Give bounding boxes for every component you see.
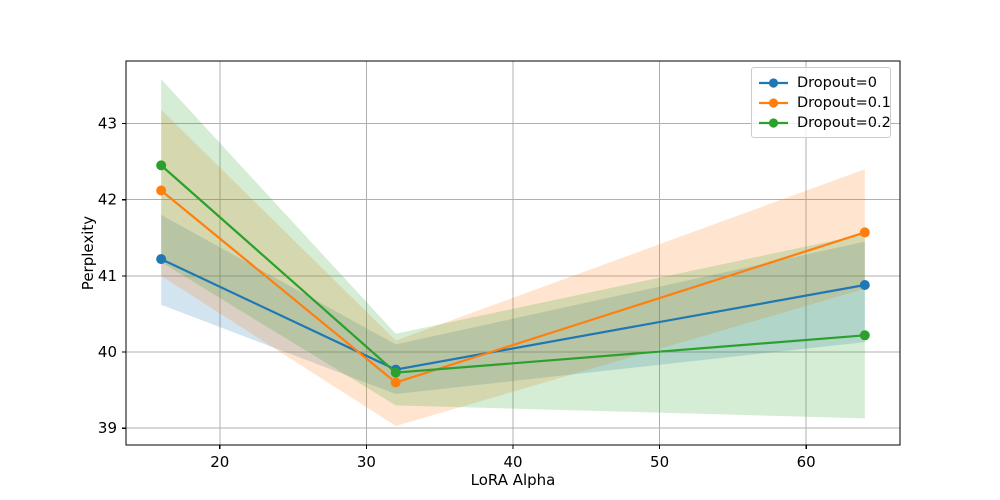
legend-label: Dropout=0.1: [797, 94, 891, 111]
data-point: [859, 330, 870, 341]
legend-line-marker-icon: [759, 97, 788, 108]
legend-item-dropout-0.1: Dropout=0.1: [758, 93, 891, 112]
y-axis-label-text: Perplexity: [79, 215, 97, 291]
legend-label: Dropout=0: [797, 74, 878, 91]
legend-line-marker-icon: [759, 77, 788, 88]
data-point: [859, 280, 870, 290]
legend-item-dropout-0: Dropout=0: [758, 73, 884, 92]
tick-labels: 20 30 40 50 60 39 40 41 42 43: [98, 114, 816, 471]
x-tick-label: 20: [210, 453, 229, 471]
legend-item-dropout-0.2: Dropout=0.2: [758, 113, 891, 132]
x-tick-label: 40: [503, 453, 522, 471]
x-axis-label: LoRA Alpha: [470, 471, 556, 489]
data-point: [156, 185, 167, 196]
series-Dropout=0.2: [156, 160, 870, 378]
tick-marks: [122, 122, 807, 449]
x-tick-label: 60: [797, 453, 816, 471]
x-tick-label: 50: [650, 453, 669, 471]
legend: Dropout=0 Dropout=0.1 Dropout=0.2: [751, 67, 891, 138]
band-Dropout=0.1: [161, 109, 865, 426]
series-Dropout=0.1: [156, 185, 870, 388]
data-point: [156, 254, 167, 265]
data-point: [859, 227, 870, 238]
y-tick-label: 41: [98, 267, 117, 285]
legend-label: Dropout=0.2: [797, 114, 891, 131]
data-point: [390, 377, 401, 388]
y-tick-label: 42: [98, 191, 117, 209]
data-point: [390, 367, 401, 378]
y-tick-label: 43: [98, 114, 117, 132]
legend-line-marker-icon: [759, 117, 788, 128]
x-tick-label: 30: [357, 453, 376, 471]
y-tick-label: 39: [98, 419, 117, 437]
y-tick-label: 40: [98, 343, 117, 361]
data-point: [156, 160, 167, 171]
